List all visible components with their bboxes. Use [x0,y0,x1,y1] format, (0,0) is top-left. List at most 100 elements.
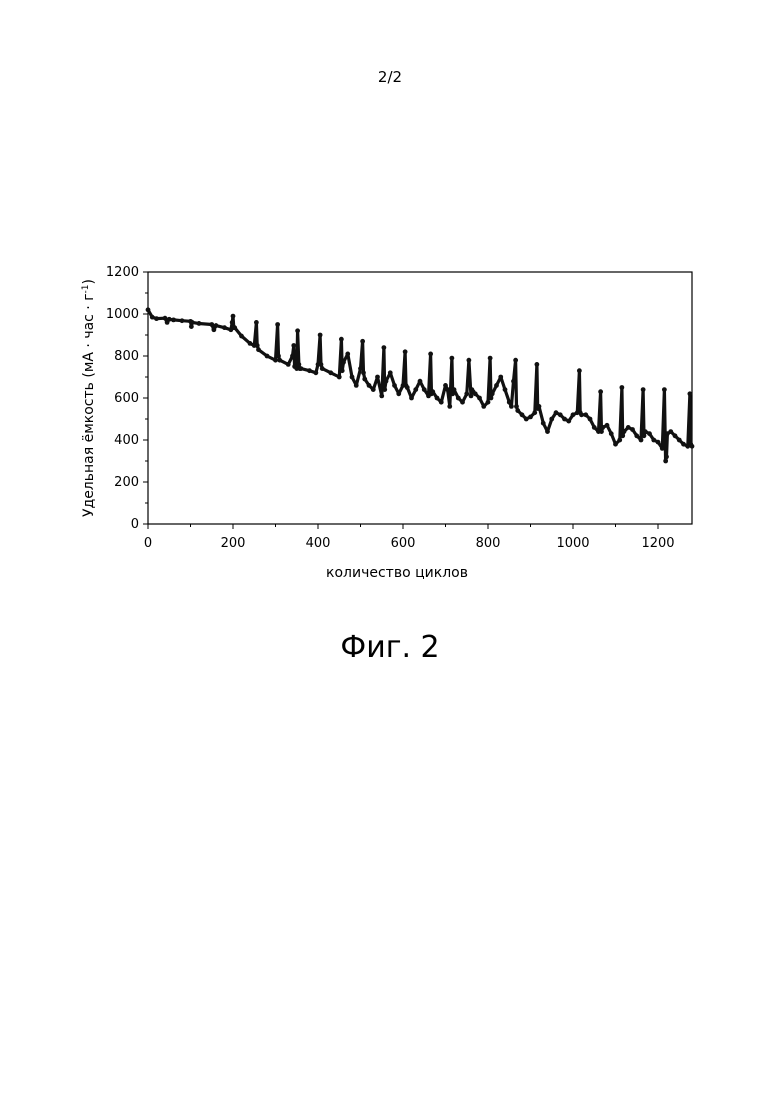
data-point [150,315,155,320]
data-point [382,387,387,392]
data-point [197,321,202,326]
data-point [450,391,455,396]
data-point [439,400,444,405]
data-point [231,314,236,319]
data-point [681,442,686,447]
data-point [498,375,503,380]
x-tick-label: 1000 [556,536,589,551]
data-point [609,431,614,436]
capacity-chart: 0200400600800100012000200400600800100012… [0,250,780,600]
data-point [605,423,610,428]
data-point [449,356,454,361]
data-point [477,396,482,401]
chart-ticks: 0200400600800100012000200400600800100012… [106,265,675,551]
data-point [413,387,418,392]
data-point [488,356,493,361]
data-point [660,446,665,451]
data-point [190,320,195,325]
data-point [405,385,410,390]
data-point [167,317,172,322]
data-point [532,410,537,415]
data-point [641,387,646,392]
data-point [361,370,366,375]
x-axis-title: количество циклов [326,565,468,581]
data-point [524,417,529,422]
data-point [409,396,414,401]
y-axis-title-superscript: -1 [81,284,91,293]
data-point [345,352,350,357]
data-point [643,429,648,434]
data-point [481,404,486,409]
data-point [447,404,452,409]
data-point [307,368,312,373]
capacity-series-line [148,310,692,461]
data-point [291,343,296,348]
data-point [381,345,386,350]
data-point [286,362,291,367]
data-point [490,391,495,396]
data-point [422,387,427,392]
data-point [494,383,499,388]
y-tick-label: 200 [114,475,139,490]
data-point [209,322,214,327]
data-point [509,404,514,409]
plot-frame [148,272,692,524]
data-point [583,412,588,417]
data-point [619,385,624,390]
data-point [443,383,448,388]
data-point [622,429,627,434]
data-point [290,354,295,359]
data-point [384,379,389,384]
data-point [639,438,644,443]
data-point [634,433,639,438]
data-point [362,377,367,382]
data-point [354,383,359,388]
data-point [600,425,605,430]
data-point [230,320,235,325]
x-tick-label: 200 [221,536,246,551]
data-point [296,362,301,367]
data-point [295,328,300,333]
data-point [452,387,457,392]
data-point [456,396,461,401]
y-tick-label: 800 [114,349,139,364]
data-point [562,417,567,422]
data-point [469,394,474,399]
y-axis-title-main: Удельная ёмкость (мА · час · г [81,293,97,517]
data-point [630,427,635,432]
page-number: 2/2 [0,68,780,86]
data-point [577,368,582,373]
data-point [189,324,194,329]
data-point [254,320,259,325]
data-point [339,337,344,342]
data-point [520,412,525,417]
data-point [430,389,435,394]
data-point [571,412,576,417]
x-tick-label: 1200 [641,536,674,551]
data-point [687,391,692,396]
data-point [489,396,494,401]
data-point [613,442,618,447]
y-tick-label: 1000 [106,307,139,322]
x-tick-label: 0 [144,536,152,551]
data-point [341,360,346,365]
data-point [239,334,244,339]
data-point [403,349,408,354]
data-point [507,400,512,405]
x-tick-label: 800 [476,536,501,551]
y-tick-label: 0 [131,517,139,532]
data-point [396,391,401,396]
chart-series [146,307,695,463]
data-point [180,318,185,323]
data-point [466,358,471,363]
data-point [673,433,678,438]
data-point [626,425,631,430]
data-point [651,438,656,443]
data-point [592,425,597,430]
data-point [647,431,652,436]
data-point [513,358,518,363]
data-point [299,366,304,371]
data-point [350,375,355,380]
data-point [566,419,571,424]
x-tick-label: 400 [306,536,331,551]
